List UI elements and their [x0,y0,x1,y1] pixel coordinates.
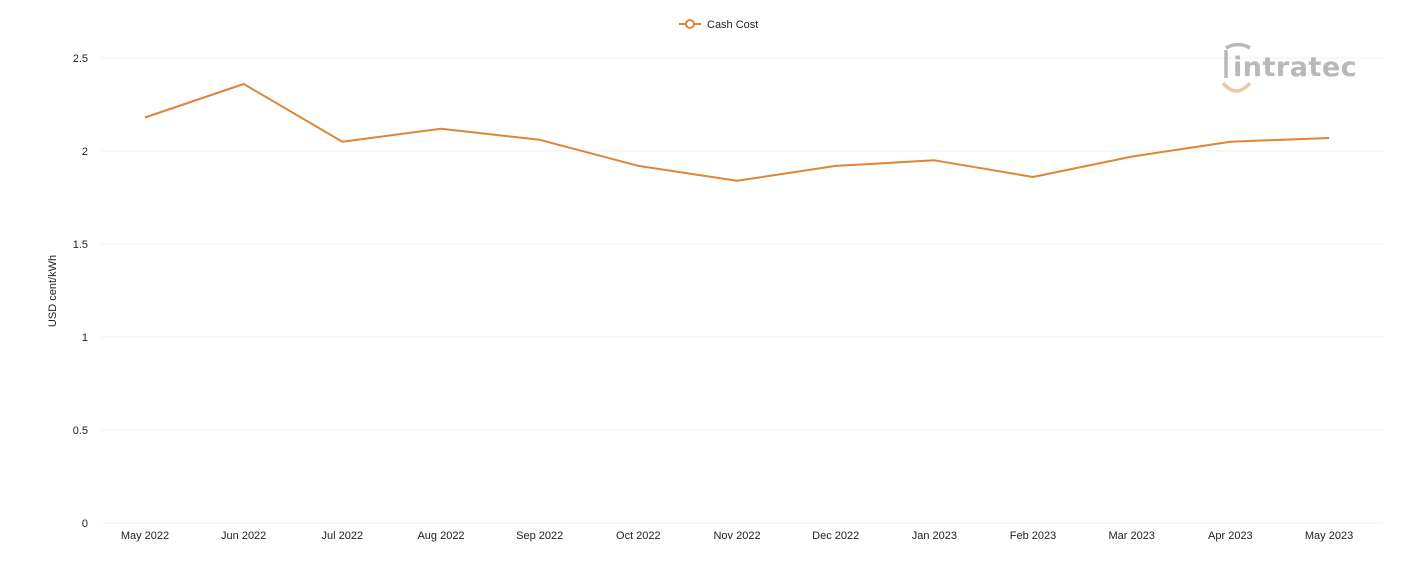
data-point[interactable] [338,138,346,146]
x-tick-label: May 2023 [1305,530,1353,542]
gridlines [101,57,1383,524]
x-tick-label: Aug 2022 [417,530,464,542]
y-tick-label: 0 [82,518,88,530]
legend-marker-icon [685,19,695,29]
logo-wordmark: intratec [1233,52,1357,83]
data-point[interactable] [141,114,149,122]
y-tick-label: 2 [82,146,88,158]
data-point[interactable] [1128,153,1136,161]
x-tick-label: Apr 2023 [1208,530,1253,542]
x-tick-label: Jun 2022 [221,530,266,542]
x-tick-label: Sep 2022 [516,530,563,542]
data-point[interactable] [240,80,248,88]
data-point[interactable] [1029,173,1037,181]
data-point[interactable] [930,156,938,164]
intratec-logo: intratec [1221,42,1357,93]
data-point[interactable] [437,125,445,133]
x-tick-label: May 2022 [121,530,169,542]
x-tick-label: Feb 2023 [1010,530,1056,542]
y-tick-label: 2.5 [73,53,88,65]
data-point[interactable] [1325,134,1333,142]
data-point[interactable] [536,136,544,144]
legend[interactable]: Cash Cost [679,19,758,31]
x-tick-label: Oct 2022 [616,530,661,542]
y-axis-ticks: 0 0.5 1 1.5 2 2.5 [73,53,88,530]
data-point[interactable] [634,162,642,170]
legend-label-cash-cost: Cash Cost [707,19,758,31]
x-tick-label: Mar 2023 [1108,530,1154,542]
x-tick-label: Jan 2023 [912,530,957,542]
x-tick-label: Nov 2022 [713,530,760,542]
data-point[interactable] [1226,138,1234,146]
x-axis-ticks: May 2022 Jun 2022 Jul 2022 Aug 2022 Sep 2022… [121,530,1353,542]
logo-arc-bottom [1221,81,1252,93]
y-axis-title: USD cent/kWh [47,255,59,327]
x-tick-label: Dec 2022 [812,530,859,542]
y-tick-label: 1.5 [73,239,88,251]
logo-arc-top [1225,42,1251,50]
series-group [141,80,1333,185]
x-tick-label: Jul 2022 [322,530,364,542]
y-tick-label: 0.5 [73,425,88,437]
data-point[interactable] [832,162,840,170]
y-tick-label: 1 [82,332,88,344]
series-line-cash-cost[interactable] [144,83,1330,182]
data-point[interactable] [733,177,741,185]
